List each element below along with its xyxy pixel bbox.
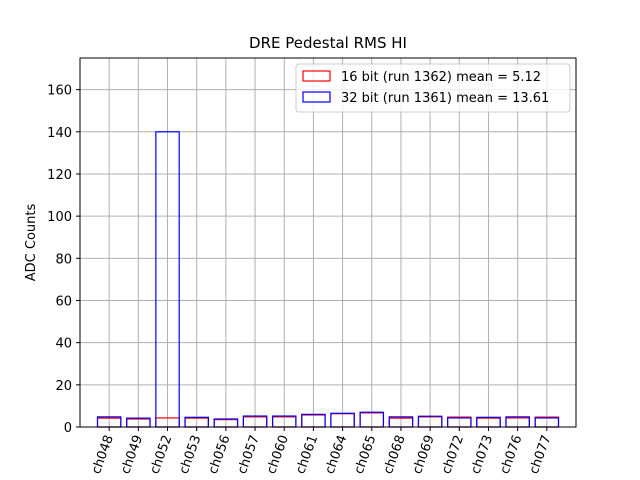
y-tick-label: 100 — [47, 210, 72, 225]
legend-box — [295, 63, 571, 113]
legend-swatch — [302, 70, 331, 82]
plot-frame — [79, 57, 577, 428]
y-tick-label: 160 — [47, 84, 72, 99]
legend-swatch — [302, 91, 331, 103]
legend-label: 16 bit (run 1362) mean = 5.12 — [341, 70, 541, 85]
legend: 16 bit (run 1362) mean = 5.12 32 bit (run… — [295, 63, 571, 113]
y-tick-label: 60 — [55, 294, 72, 309]
legend-label: 32 bit (run 1361) mean = 13.61 — [341, 91, 549, 106]
y-tick-label: 20 — [55, 379, 72, 394]
y-tick-label: 140 — [47, 126, 72, 141]
chart-title: DRE Pedestal RMS HI — [249, 34, 407, 52]
y-tick-label: 0 — [64, 421, 72, 436]
y-tick-label: 40 — [55, 337, 72, 352]
y-tick-label: 80 — [55, 252, 72, 267]
y-axis-label: ADC Counts — [24, 204, 39, 282]
y-tick-label: 120 — [47, 168, 72, 183]
